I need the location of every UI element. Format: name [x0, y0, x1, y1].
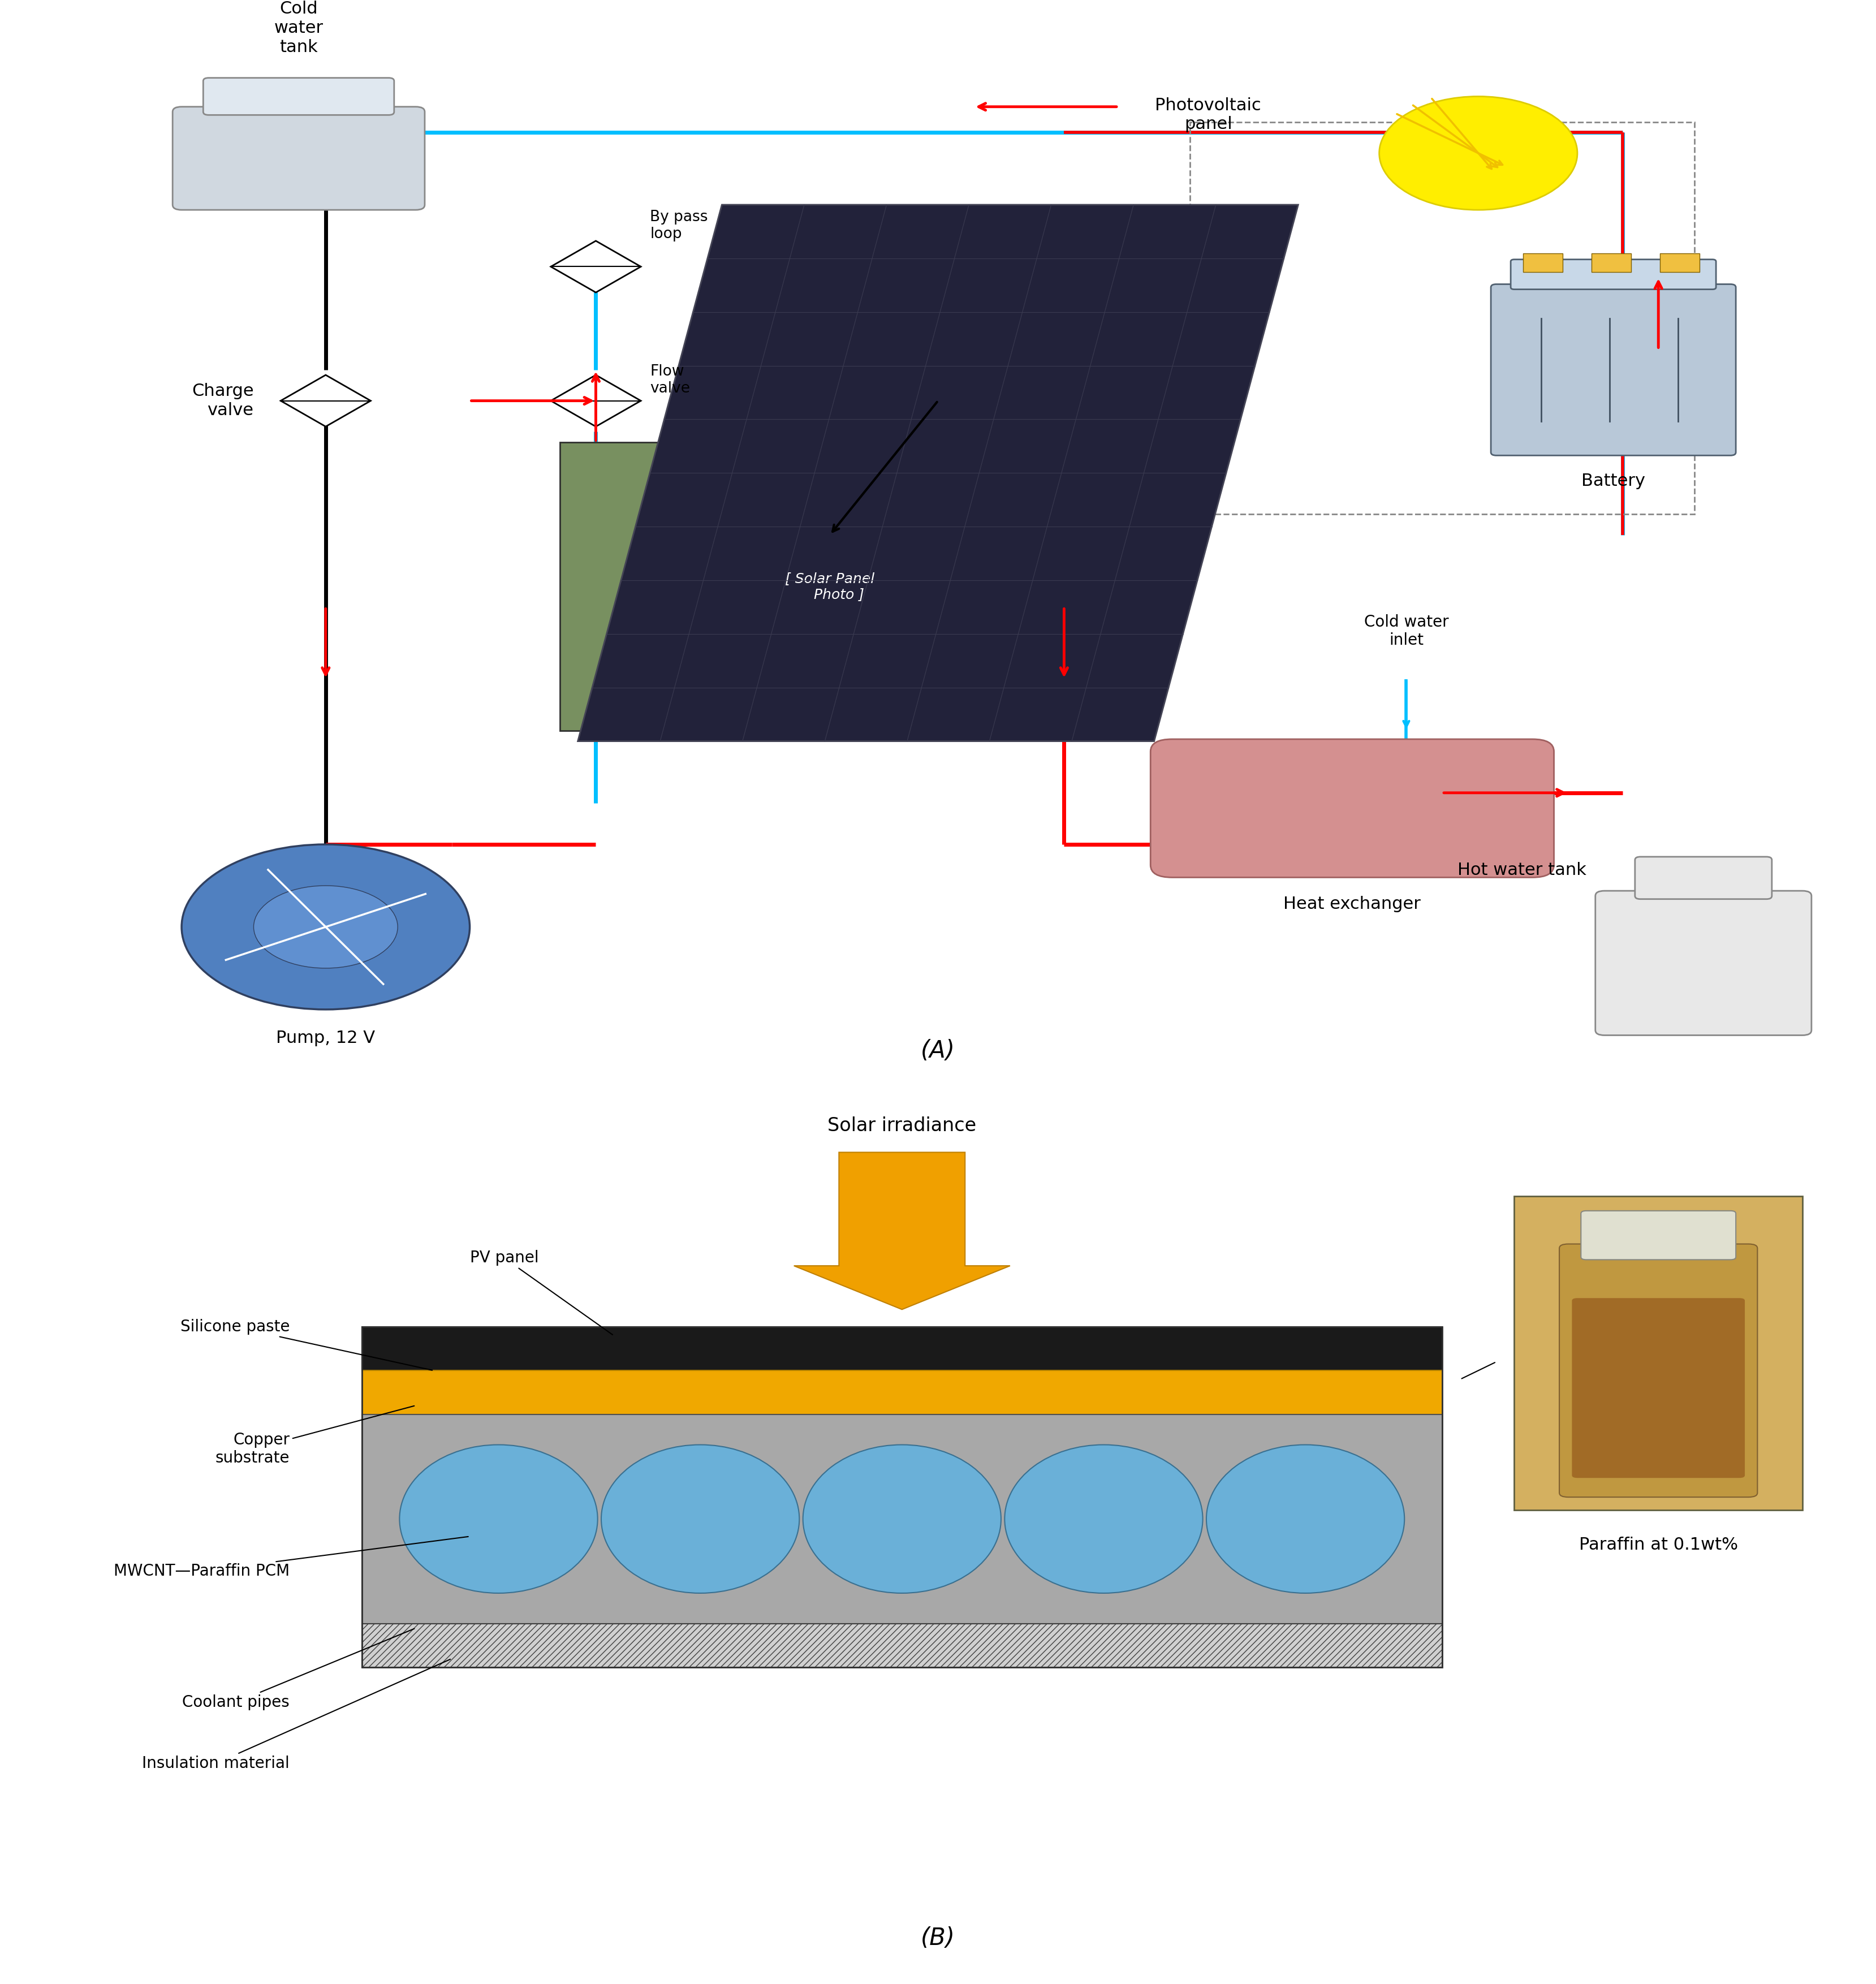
Text: Solar irradiance: Solar irradiance	[827, 1117, 976, 1135]
FancyBboxPatch shape	[203, 77, 394, 115]
Bar	[362, 1371, 1443, 1415]
Text: Heat exchanger: Heat exchanger	[1283, 897, 1420, 913]
Text: Pump, 12 V: Pump, 12 V	[276, 1030, 375, 1046]
Bar	[362, 1327, 1443, 1667]
FancyBboxPatch shape	[1636, 857, 1771, 899]
Text: Copper
substrate: Copper substrate	[216, 1407, 415, 1466]
Ellipse shape	[600, 1444, 799, 1593]
Text: MWCNT—Paraffin PCM: MWCNT—Paraffin PCM	[114, 1538, 469, 1579]
Bar	[362, 1327, 1443, 1371]
Polygon shape	[578, 204, 1298, 742]
Text: Flow
valve: Flow valve	[649, 365, 690, 397]
Text: Cold
water
tank: Cold water tank	[274, 0, 323, 56]
Text: Battery: Battery	[1581, 472, 1645, 490]
Polygon shape	[552, 375, 642, 427]
Circle shape	[1379, 97, 1578, 210]
Text: PV panel: PV panel	[469, 1250, 613, 1335]
Text: By pass
loop: By pass loop	[649, 210, 707, 242]
FancyBboxPatch shape	[1595, 891, 1812, 1036]
FancyBboxPatch shape	[559, 442, 1099, 730]
Ellipse shape	[1206, 1444, 1405, 1593]
Text: Coolant pipes: Coolant pipes	[182, 1629, 415, 1710]
FancyBboxPatch shape	[1510, 260, 1717, 290]
FancyBboxPatch shape	[1559, 1244, 1758, 1498]
Text: (A): (A)	[921, 1040, 955, 1063]
Bar	[1660, 254, 1700, 272]
Text: Cold water
inlet: Cold water inlet	[1364, 615, 1448, 649]
Text: [ Solar Panel
    Photo ]: [ Solar Panel Photo ]	[786, 571, 874, 601]
Bar	[1591, 254, 1632, 272]
Text: Charge
valve: Charge valve	[191, 383, 253, 419]
Text: Hot water tank: Hot water tank	[1458, 861, 1587, 879]
Text: Photovoltaic
panel: Photovoltaic panel	[1156, 97, 1261, 133]
Text: (B): (B)	[921, 1926, 955, 1950]
Polygon shape	[281, 375, 371, 427]
Ellipse shape	[400, 1444, 598, 1593]
FancyBboxPatch shape	[1150, 740, 1553, 877]
FancyBboxPatch shape	[173, 107, 424, 210]
FancyBboxPatch shape	[1581, 1210, 1735, 1260]
Bar	[362, 1623, 1443, 1667]
Circle shape	[182, 845, 469, 1010]
Text: Insulation material: Insulation material	[143, 1659, 450, 1772]
Ellipse shape	[803, 1444, 1002, 1593]
Text: Paraffin at 0.1wt%: Paraffin at 0.1wt%	[1580, 1536, 1737, 1553]
Circle shape	[253, 885, 398, 968]
FancyBboxPatch shape	[1491, 284, 1735, 456]
Bar	[362, 1415, 1443, 1623]
Ellipse shape	[1006, 1444, 1203, 1593]
Polygon shape	[794, 1153, 1009, 1309]
Bar	[1523, 254, 1563, 272]
Polygon shape	[552, 240, 642, 292]
FancyBboxPatch shape	[1572, 1298, 1745, 1478]
Bar	[1514, 1196, 1803, 1510]
Text: Silicone paste: Silicone paste	[180, 1319, 431, 1371]
